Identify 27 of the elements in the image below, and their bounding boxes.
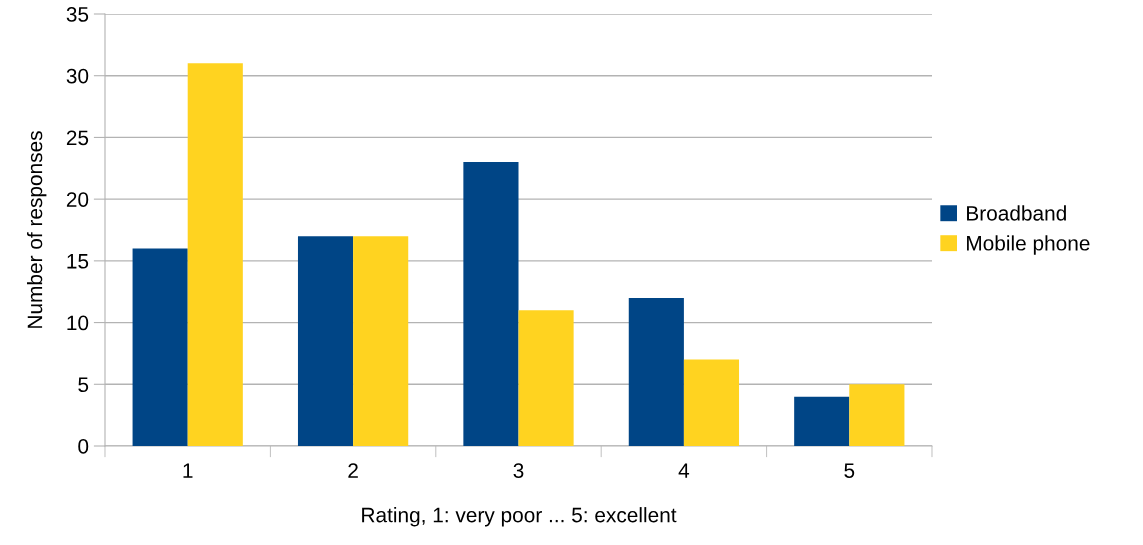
y-tick-label: 20	[66, 192, 89, 207]
bar	[628, 297, 684, 446]
x-tick-label: 5	[844, 463, 855, 478]
bar	[794, 396, 850, 446]
x-tick-label: 3	[513, 463, 524, 478]
y-tick-label: 5	[78, 377, 89, 393]
bar	[683, 359, 740, 446]
y-tick-label: 15	[67, 254, 89, 269]
bar	[132, 248, 188, 446]
y-tick-label: 25	[66, 130, 89, 146]
bar	[463, 162, 519, 446]
bar	[187, 63, 243, 446]
bar	[849, 384, 905, 446]
y-tick-label: 0	[78, 439, 89, 454]
y-tick-label: 10	[67, 315, 89, 331]
y-tick-label: 30	[66, 68, 89, 84]
bar	[297, 236, 354, 446]
y-axis-title: Number of responses	[26, 131, 47, 328]
x-axis-title: Rating, 1: very poor ... 5: excellent	[362, 507, 677, 527]
x-tick-label: 1	[183, 463, 193, 478]
y-tick-label: 35	[66, 7, 89, 22]
legend-label: Broadband	[967, 205, 1066, 221]
x-tick-label: 4	[678, 463, 690, 478]
bar	[518, 310, 574, 446]
legend-label: Mobile phone	[967, 235, 1090, 255]
bar	[353, 236, 409, 446]
x-tick-label: 2	[348, 463, 358, 478]
